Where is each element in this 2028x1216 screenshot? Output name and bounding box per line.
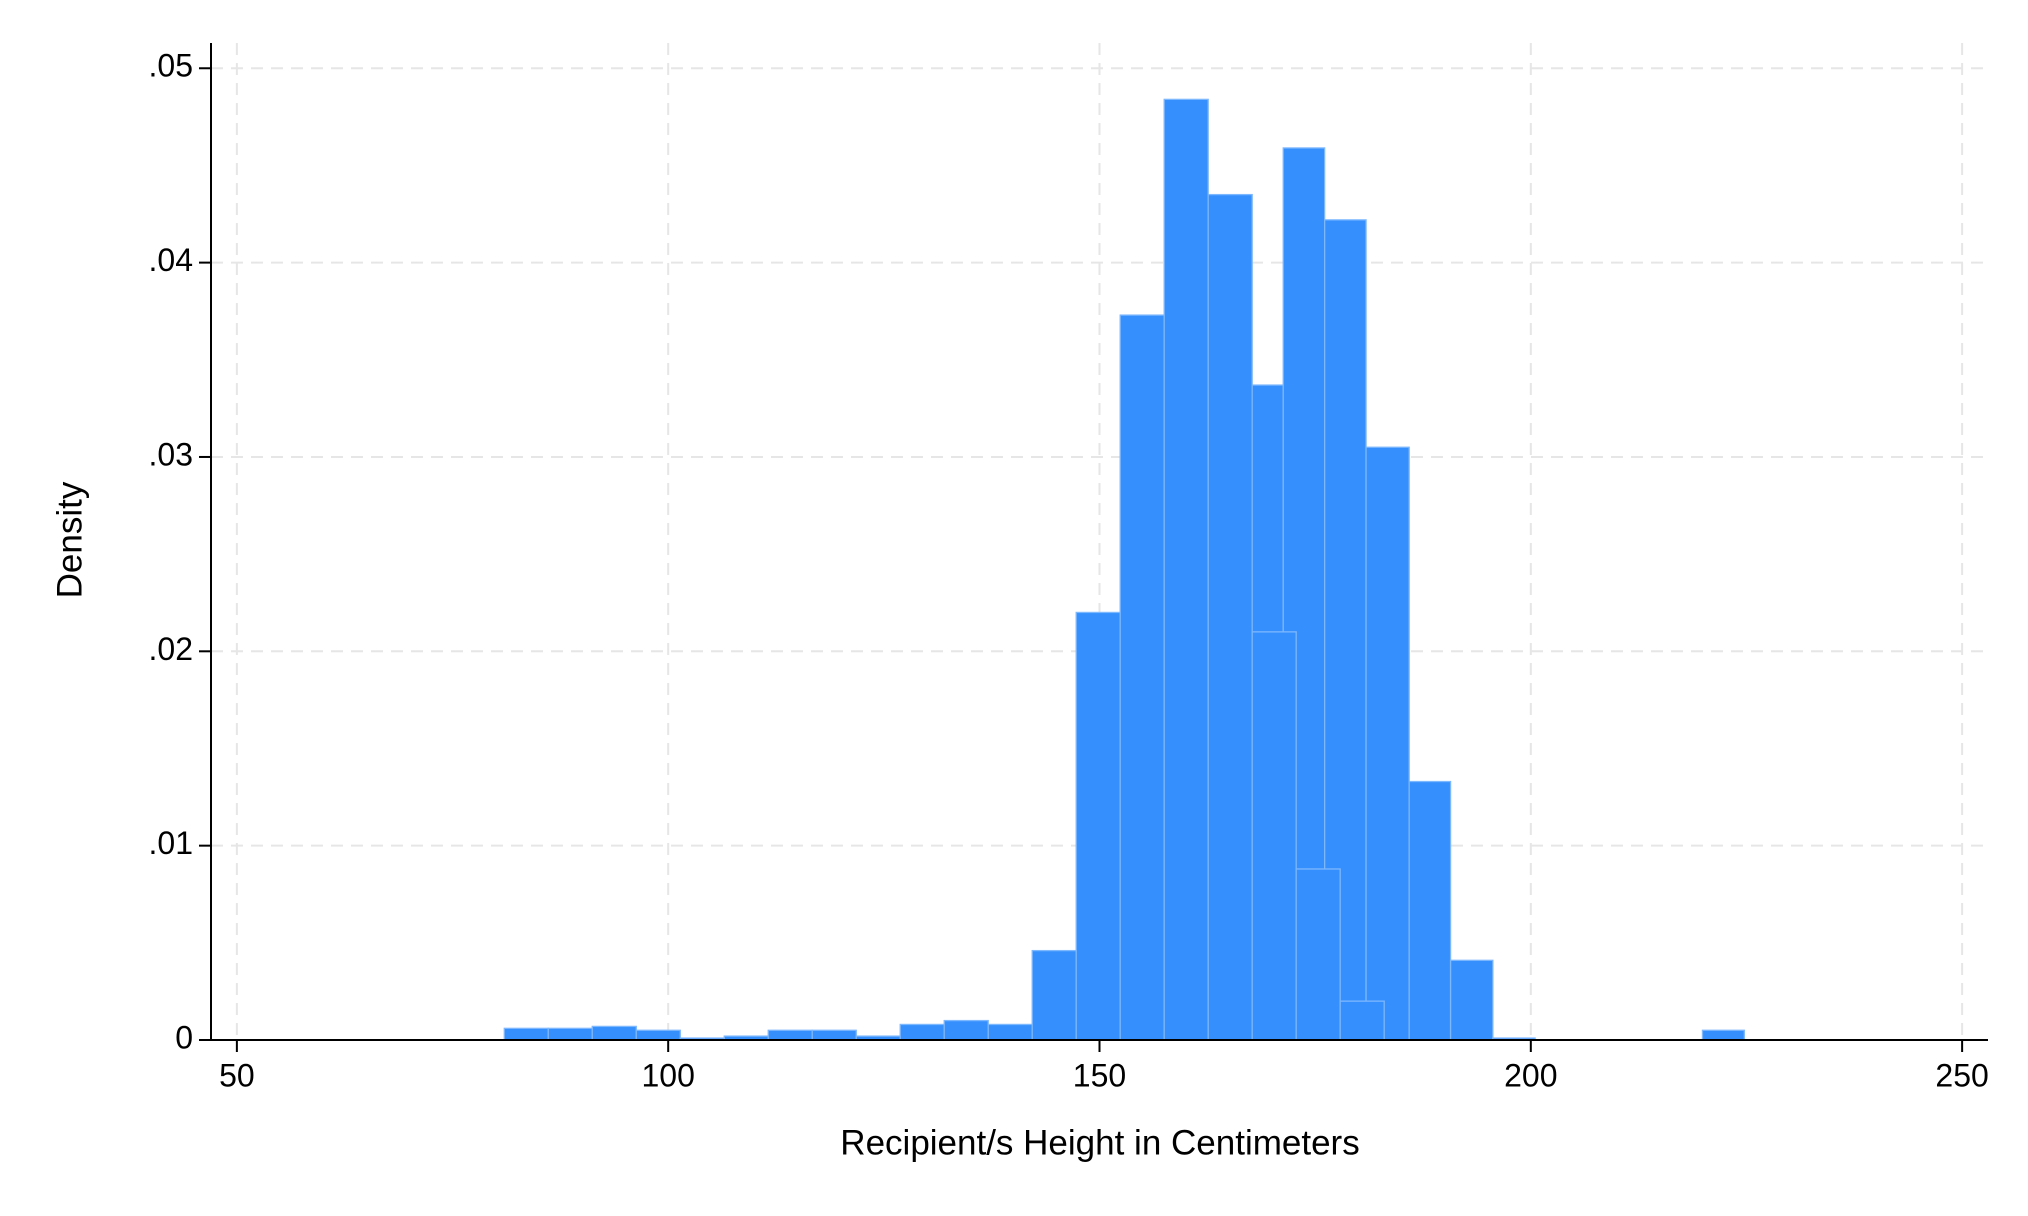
- bar: [767, 1029, 813, 1041]
- bar: [547, 1027, 593, 1041]
- bar: [987, 1023, 1033, 1041]
- y-tick-label: .02: [149, 631, 193, 667]
- bar: [1365, 446, 1410, 1041]
- y-tick-label: 0: [175, 1019, 193, 1055]
- bar: [635, 1029, 681, 1041]
- x-axis-label: Recipient/s Height in Centimeters: [840, 1123, 1359, 1162]
- y-tick-label: .03: [149, 436, 193, 472]
- x-tick-label: 50: [219, 1057, 255, 1093]
- bar: [1449, 959, 1494, 1041]
- bar: [1295, 868, 1341, 1041]
- y-tick-label: .04: [149, 242, 193, 278]
- bar: [1119, 314, 1165, 1041]
- y-axis-label: Density: [50, 481, 89, 598]
- bar: [943, 1019, 989, 1041]
- x-tick-label: 250: [1935, 1057, 1988, 1093]
- bar: [1075, 611, 1121, 1041]
- x-tick-label: 100: [641, 1057, 694, 1093]
- bar: [503, 1027, 549, 1041]
- x-tick-label: 150: [1073, 1057, 1126, 1093]
- bar: [1163, 98, 1209, 1041]
- bar: [1408, 780, 1452, 1041]
- x-tick-label: 200: [1504, 1057, 1557, 1093]
- y-tick-label: .01: [149, 825, 193, 861]
- bar: [591, 1025, 637, 1041]
- bar: [1207, 193, 1253, 1041]
- bar: [899, 1023, 945, 1041]
- bar: [1701, 1029, 1745, 1041]
- y-tick-label: .05: [149, 48, 193, 84]
- bar: [1339, 1000, 1385, 1041]
- bar: [1251, 631, 1297, 1041]
- bar: [811, 1029, 857, 1041]
- bar: [1031, 949, 1077, 1041]
